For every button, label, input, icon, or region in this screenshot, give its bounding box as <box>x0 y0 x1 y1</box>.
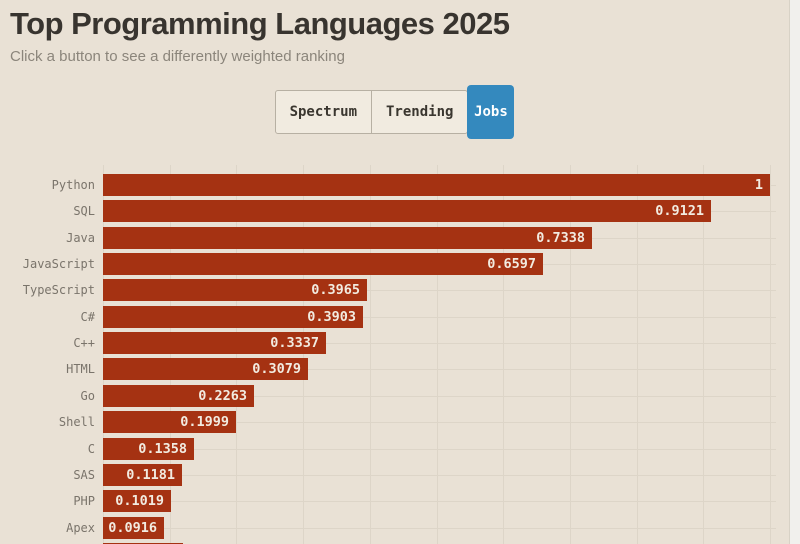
bar: 0.3903 <box>103 306 363 328</box>
bar: 0.3079 <box>103 358 308 380</box>
bar-label: Go <box>80 389 95 403</box>
bar-label: JavaScript <box>22 257 95 271</box>
bar: 0.3337 <box>103 332 326 354</box>
bar-value-label: 0.3965 <box>311 282 360 298</box>
bar-value-label: 0.0916 <box>108 520 157 536</box>
page-subtitle: Click a button to see a differently weig… <box>10 48 345 65</box>
bar-value-label: 0.3337 <box>270 335 319 351</box>
gridline-vertical <box>170 165 171 544</box>
gridline-horizontal <box>103 343 776 344</box>
bar: 0.1999 <box>103 411 236 433</box>
gridline-vertical <box>236 165 237 544</box>
weighting-button-row: Spectrum Trending Jobs <box>0 85 789 139</box>
bar-value-label: 1 <box>754 177 763 193</box>
gridline-horizontal <box>103 369 776 370</box>
bar-label: Apex <box>66 521 95 535</box>
bar-value-label: 0.1358 <box>138 441 187 457</box>
bar-label: Shell <box>58 415 95 429</box>
gridline-vertical <box>103 165 104 544</box>
spectrum-button[interactable]: Spectrum <box>276 91 371 133</box>
bar-label: Python <box>51 178 95 192</box>
gridline-vertical <box>637 165 638 544</box>
bar: 0.1181 <box>103 464 182 486</box>
bar-label: Java <box>66 231 95 245</box>
bar: 0.6597 <box>103 253 543 275</box>
gridline-vertical <box>437 165 438 544</box>
bar-label: C++ <box>73 336 95 350</box>
gridline-horizontal <box>103 396 776 397</box>
bar-label: PHP <box>73 494 95 508</box>
page-title: Top Programming Languages 2025 <box>10 6 510 41</box>
gridline-vertical <box>570 165 571 544</box>
bar-label: HTML <box>66 362 95 376</box>
gridline-vertical <box>303 165 304 544</box>
bar-value-label: 0.1019 <box>115 493 164 509</box>
bar-label: SAS <box>73 468 95 482</box>
bar: 0.0916 <box>103 517 164 539</box>
bar-value-label: 0.1181 <box>126 467 175 483</box>
bar-value-label: 0.6597 <box>487 256 536 272</box>
bar-value-label: 0.9121 <box>655 203 704 219</box>
bar-value-label: 0.2263 <box>198 388 247 404</box>
bar: 0.1019 <box>103 490 171 512</box>
gridline-horizontal <box>103 528 776 529</box>
bar-label: TypeScript <box>22 283 95 297</box>
gridline-horizontal <box>103 290 776 291</box>
gridline-vertical <box>370 165 371 544</box>
weighting-button-group: Spectrum Trending <box>274 90 469 134</box>
gridline-vertical <box>503 165 504 544</box>
bar: 1 <box>103 174 770 196</box>
gridline-vertical <box>770 165 771 544</box>
bar: 0.2263 <box>103 385 254 407</box>
bar: 0.9121 <box>103 200 711 222</box>
trending-button[interactable]: Trending <box>371 91 467 133</box>
bar-label: C <box>87 442 95 456</box>
gridline-horizontal <box>103 449 776 450</box>
bar: 0.3965 <box>103 279 367 301</box>
bar-value-label: 0.7338 <box>536 230 585 246</box>
gridline-horizontal <box>103 317 776 318</box>
gridline-horizontal <box>103 422 776 423</box>
bar-label: SQL <box>73 204 95 218</box>
bar-value-label: 0.1999 <box>180 414 229 430</box>
bar: 0.7338 <box>103 227 592 249</box>
bar-value-label: 0.3903 <box>307 309 356 325</box>
jobs-button[interactable]: Jobs <box>467 85 515 139</box>
gridline-horizontal <box>103 501 776 502</box>
bar-label: C# <box>80 310 95 324</box>
bar: 0.1358 <box>103 438 194 460</box>
gridline-horizontal <box>103 475 776 476</box>
gridline-vertical <box>703 165 704 544</box>
bar-value-label: 0.3079 <box>252 361 301 377</box>
